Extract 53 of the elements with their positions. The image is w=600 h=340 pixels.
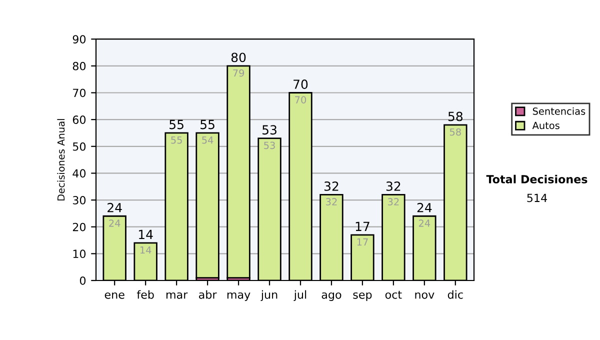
data-label: 24: [109, 220, 120, 227]
text: Total Decisiones: [486, 174, 588, 184]
x-tick-label: sep: [353, 292, 372, 301]
y-tick-label: 50: [72, 142, 86, 151]
total-label: 24: [417, 202, 432, 212]
x-tick-label: oct: [385, 290, 402, 299]
y-tick-label: 30: [72, 196, 86, 204]
y-tick-label: 60: [72, 116, 86, 124]
legend-label: Autos: [532, 122, 560, 130]
x-tick-label: nov: [415, 292, 434, 299]
y-tick-label: 10: [73, 250, 86, 258]
total-label: 14: [138, 230, 153, 240]
y-tick-label: 80: [72, 62, 86, 70]
x-tick-label: feb: [136, 290, 154, 299]
data-label: 70: [295, 96, 306, 104]
data-label: 32: [326, 198, 337, 206]
x-tick-label: may: [227, 292, 250, 301]
data-label: 53: [264, 142, 275, 150]
total-label: 55: [170, 120, 184, 130]
text: 514: [527, 194, 547, 202]
data-label: 79: [233, 69, 244, 77]
data-label: 58: [450, 128, 461, 136]
x-tick-label: jul: [294, 290, 306, 301]
x-tick-label: dic: [448, 290, 463, 299]
data-label: 14: [140, 246, 152, 254]
data-label: 55: [171, 136, 182, 144]
total-label: 70: [294, 80, 308, 89]
total-label: 17: [356, 222, 370, 231]
data-label: 24: [418, 220, 430, 227]
y-tick-label: 0: [80, 276, 86, 285]
total-label: 80: [231, 52, 246, 62]
x-tick-label: ago: [322, 292, 342, 301]
total-label: 32: [386, 181, 400, 191]
bar: [196, 132, 220, 279]
total-label: 24: [108, 202, 122, 212]
total-label: 55: [200, 120, 214, 130]
total-label: 58: [448, 112, 463, 122]
legend-label: Sentencias: [532, 107, 586, 115]
total-label: 53: [262, 125, 276, 135]
data-label: 32: [388, 198, 399, 206]
y-axis-title: Decisiones Anual: [57, 119, 65, 200]
x-tick-label: ene: [104, 292, 124, 299]
total-label: 32: [324, 181, 338, 191]
y-tick-label: 40: [72, 169, 86, 178]
x-tick-label: mar: [166, 292, 188, 299]
data-label: 54: [202, 136, 214, 144]
bar: [226, 65, 250, 279]
x-tick-label: jun: [260, 290, 278, 301]
data-label: 17: [357, 238, 368, 246]
y-tick-label: 90: [72, 35, 86, 44]
x-tick-label: abr: [198, 290, 217, 299]
y-tick-label: 20: [72, 222, 86, 232]
y-tick-label: 70: [73, 88, 86, 98]
